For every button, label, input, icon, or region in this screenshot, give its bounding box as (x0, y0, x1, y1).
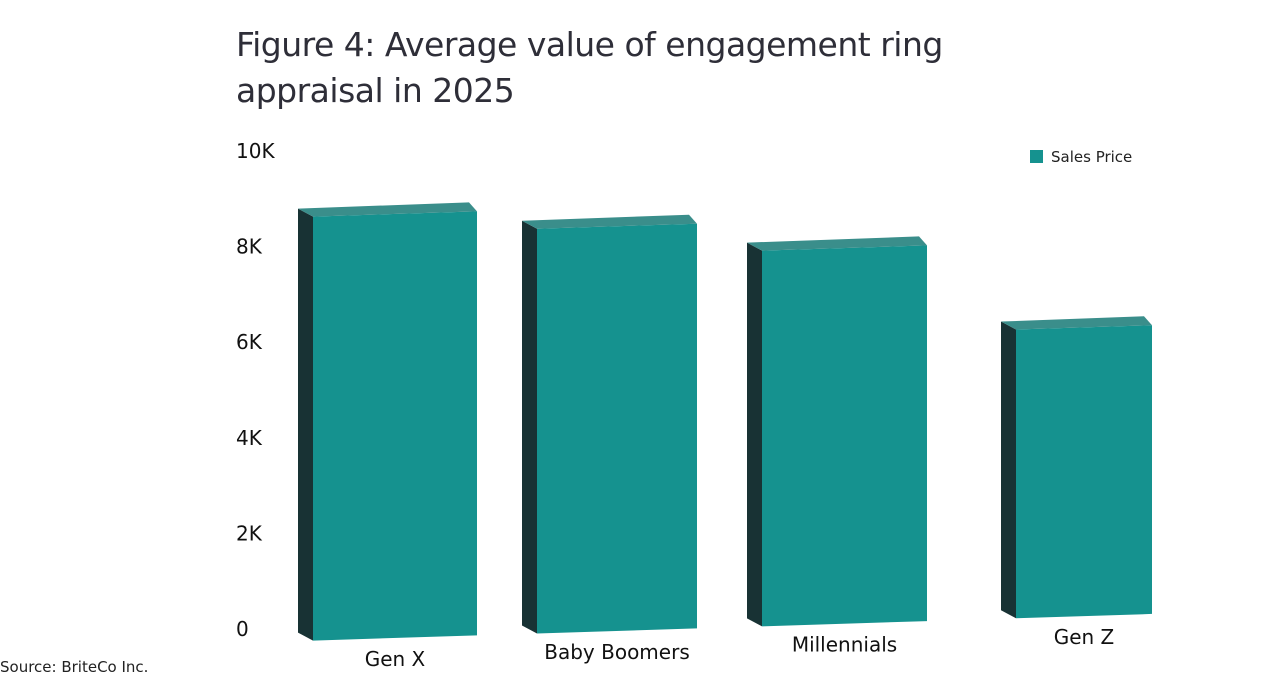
bar-top (298, 202, 477, 217)
bar (762, 245, 927, 627)
legend-swatch (1030, 150, 1043, 163)
chart-title: Figure 4: Average value of engagement ri… (236, 25, 943, 110)
bar-side (298, 208, 313, 641)
y-tick-label: 0 (236, 617, 249, 641)
bar-top (522, 214, 697, 229)
bar-side (522, 220, 537, 634)
x-category-label: Gen X (365, 647, 426, 671)
bar-top (747, 236, 927, 251)
y-tick-label: 2K (236, 521, 263, 545)
source-note: Source: BriteCo Inc. (0, 658, 149, 676)
y-tick-label: 4K (236, 426, 263, 450)
y-tick-label: 10K (236, 139, 275, 163)
bar (313, 211, 477, 641)
x-category-label: Millennials (792, 633, 897, 657)
legend-label: Sales Price (1051, 148, 1132, 166)
bar (1016, 325, 1152, 619)
y-tick-label: 8K (236, 235, 263, 259)
bar-side (1001, 321, 1016, 619)
x-category-label: Baby Boomers (544, 640, 690, 664)
bar (537, 223, 697, 634)
x-category-label: Gen Z (1054, 625, 1115, 649)
bar-top (1001, 316, 1152, 330)
bar-side (747, 242, 762, 627)
y-tick-label: 6K (236, 330, 263, 354)
